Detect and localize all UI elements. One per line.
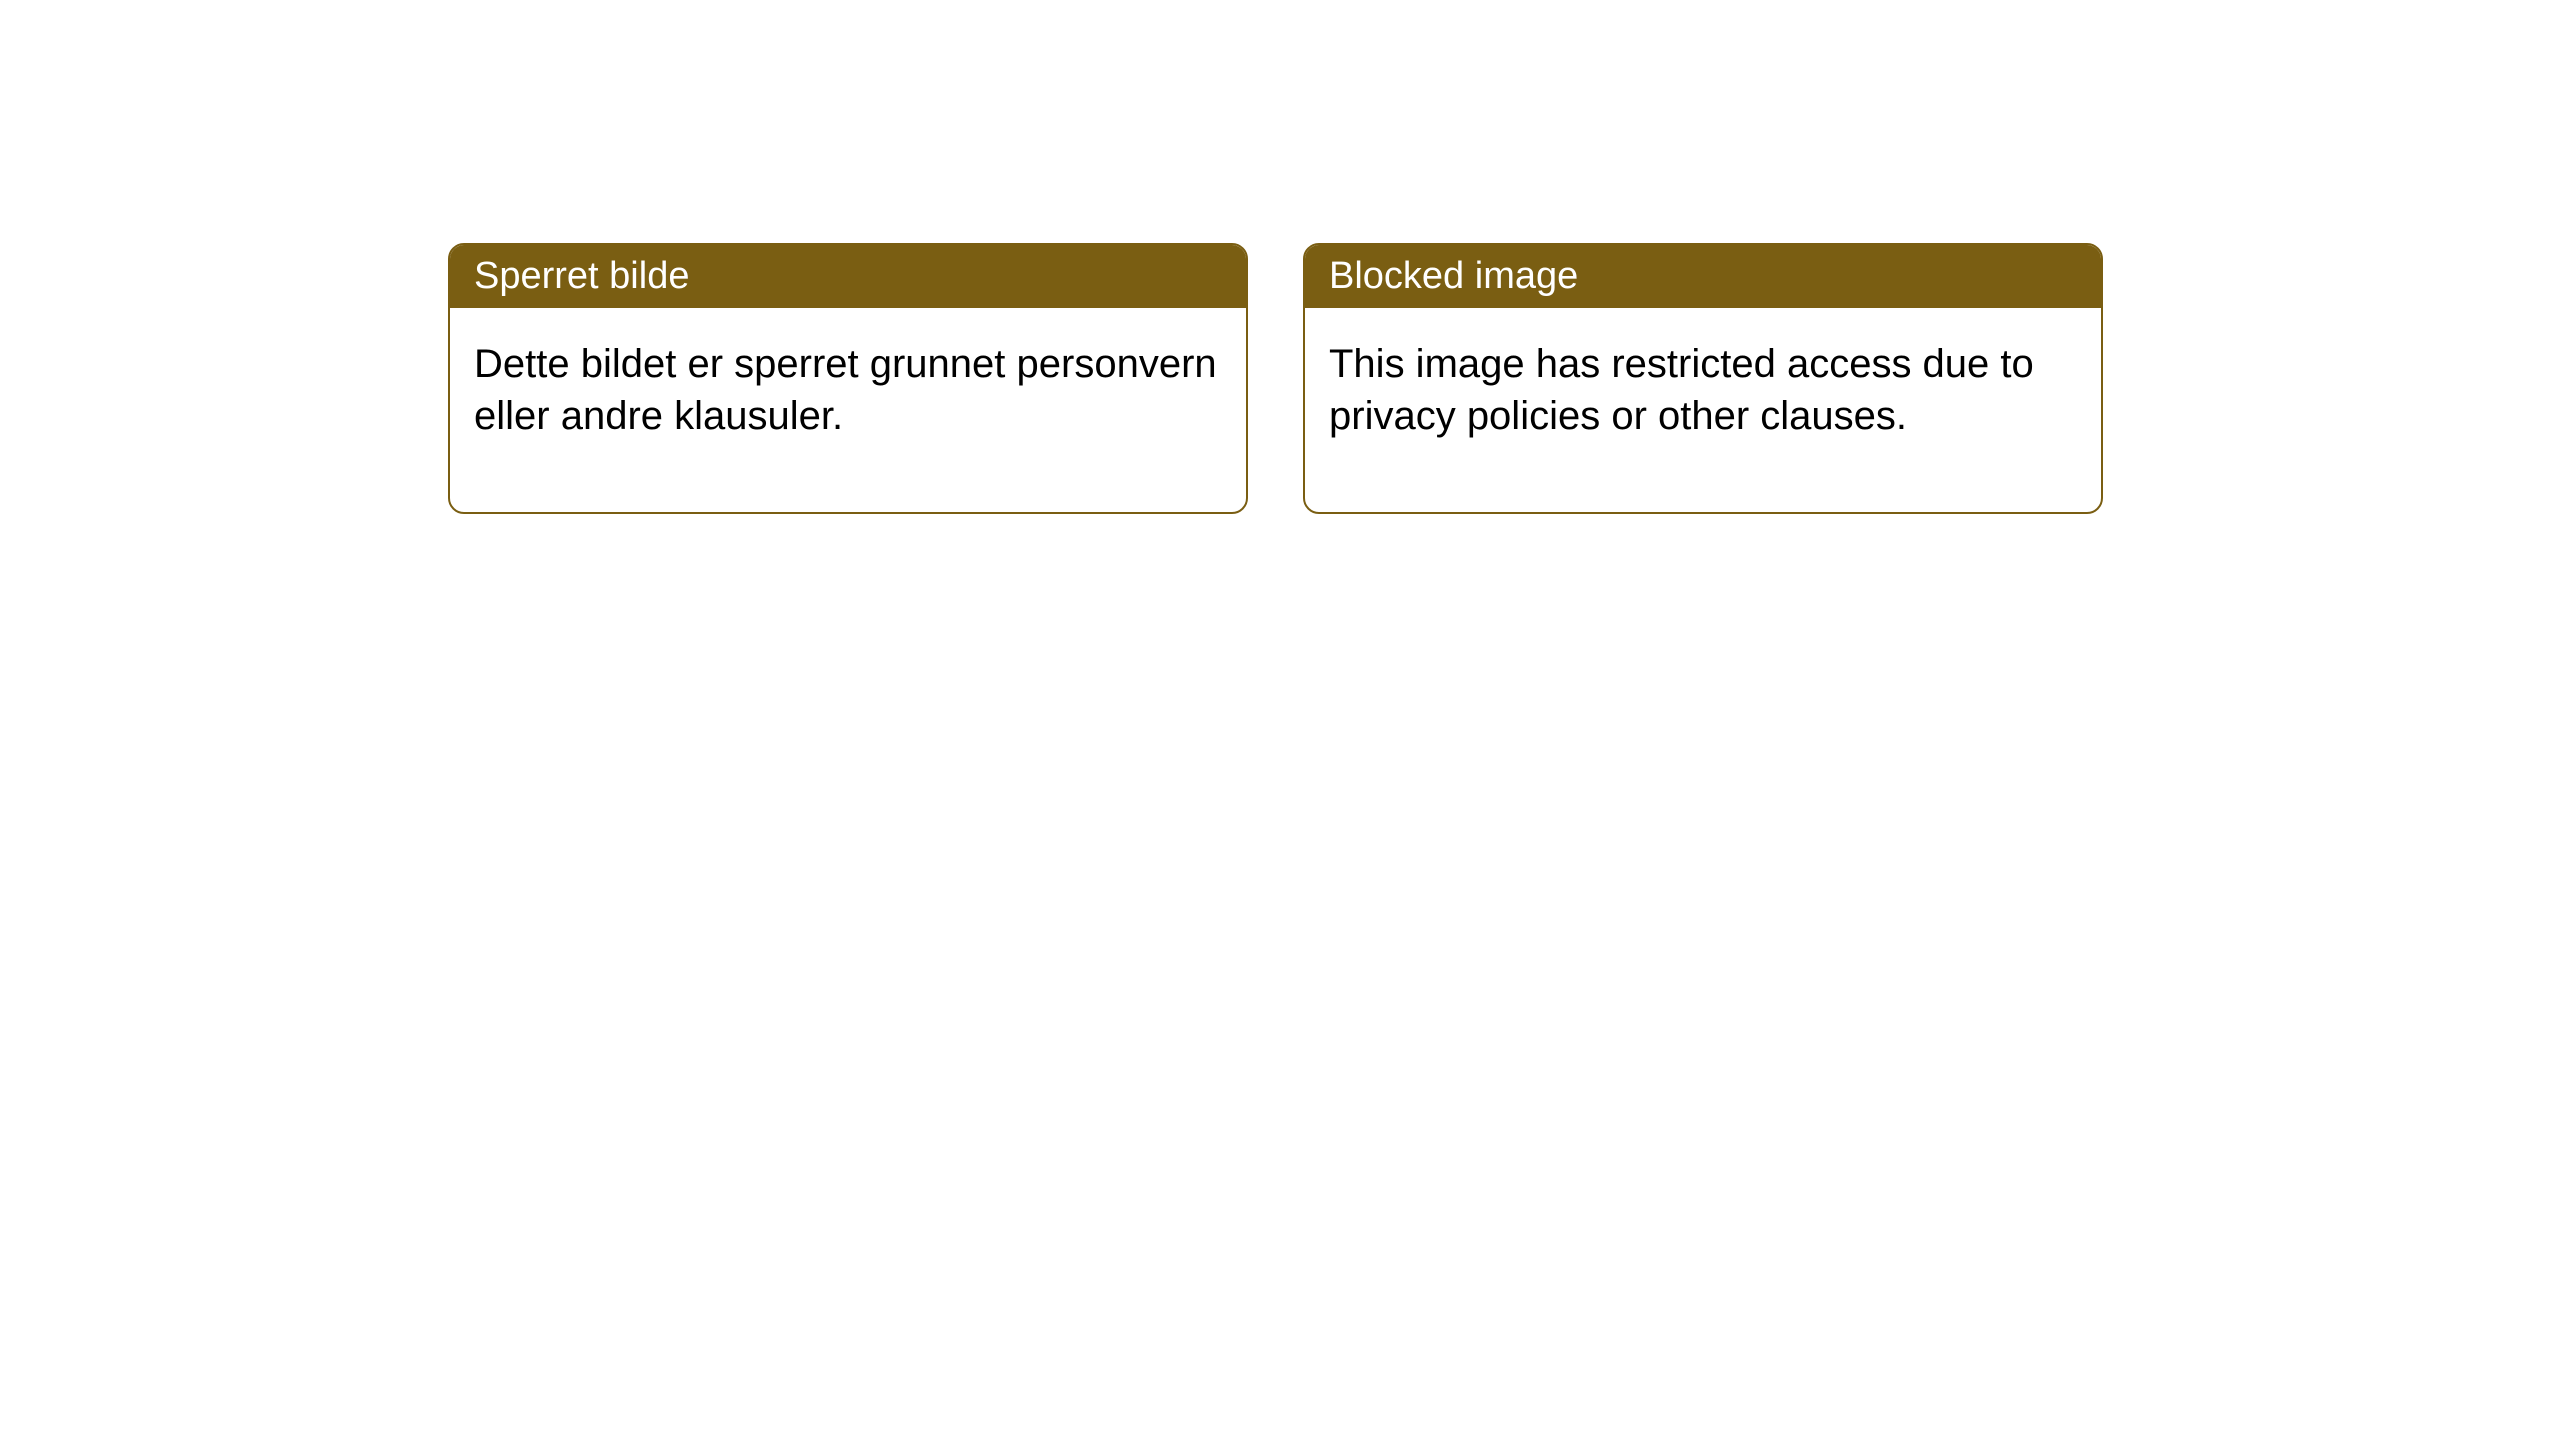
notice-card-norwegian: Sperret bilde Dette bildet er sperret gr… xyxy=(448,243,1248,514)
notice-header: Sperret bilde xyxy=(450,245,1246,308)
notice-container: Sperret bilde Dette bildet er sperret gr… xyxy=(448,243,2103,514)
notice-body: Dette bildet er sperret grunnet personve… xyxy=(450,308,1246,512)
notice-body: This image has restricted access due to … xyxy=(1305,308,2101,512)
notice-header: Blocked image xyxy=(1305,245,2101,308)
notice-card-english: Blocked image This image has restricted … xyxy=(1303,243,2103,514)
